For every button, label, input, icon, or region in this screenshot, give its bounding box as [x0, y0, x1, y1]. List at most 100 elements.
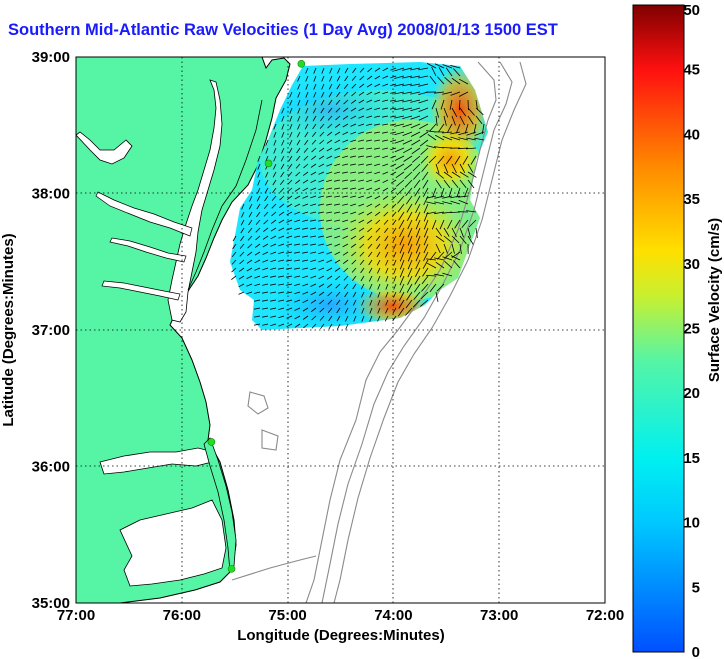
velocity-arrow — [451, 235, 460, 244]
velocity-arrow — [320, 323, 325, 330]
velocity-arrow — [319, 299, 325, 305]
velocity-arrow — [278, 259, 285, 262]
velocity-arrow — [374, 91, 381, 95]
bathymetry-contours — [231, 61, 527, 603]
velocity-arrow — [358, 131, 365, 134]
velocity-arrow — [385, 307, 389, 314]
velocity-arrow — [257, 187, 261, 194]
velocity-arrow — [420, 291, 429, 300]
velocity-arrow — [288, 155, 293, 162]
velocity-arrow — [467, 163, 474, 173]
velocity-arrow — [279, 179, 285, 185]
velocity-arrow — [318, 219, 325, 222]
velocity-arrow — [377, 267, 381, 274]
velocity-arrow — [390, 91, 397, 94]
velocity-arrow — [442, 201, 453, 205]
velocity-arrow — [374, 155, 381, 158]
velocity-arrow — [344, 299, 349, 306]
velocity-arrow — [310, 307, 317, 313]
x-tick-label: 73:00 — [480, 607, 518, 624]
velocity-arrow — [318, 227, 325, 230]
velocity-arrow — [458, 199, 469, 205]
velocity-arrow — [366, 83, 373, 88]
delaware-bay — [76, 131, 133, 165]
velocity-arrow — [302, 291, 309, 295]
y-tick-label: 38:00 — [32, 186, 70, 203]
velocity-arrow — [394, 75, 405, 79]
velocity-arrow — [286, 195, 293, 200]
velocity-arrow — [470, 155, 477, 165]
velocity-arrow — [451, 107, 458, 117]
velocity-arrow — [297, 115, 301, 122]
velocity-arrow — [320, 115, 325, 122]
pamlico-sound — [119, 499, 227, 587]
velocity-arrow — [398, 291, 405, 301]
velocity-arrow — [453, 260, 461, 269]
velocity-arrow — [443, 227, 450, 237]
velocity-arrow — [449, 99, 453, 110]
velocity-arrow — [394, 115, 405, 119]
velocity-arrow — [392, 227, 397, 234]
velocity-arrow — [286, 235, 293, 239]
velocity-arrow — [350, 123, 357, 127]
velocity-arrow — [334, 243, 341, 247]
velocity-arrow — [350, 147, 357, 150]
velocity-arrow — [326, 243, 333, 247]
velocity-arrow — [410, 115, 421, 120]
velocity-arrow — [358, 115, 365, 119]
velocity-arrow — [390, 107, 397, 110]
velocity-arrow — [351, 91, 357, 97]
velocity-arrow — [272, 171, 277, 178]
velocity-arrow — [302, 195, 309, 199]
velocity-arrow — [412, 155, 421, 163]
velocity-arrow — [456, 187, 461, 198]
velocity-arrow — [435, 243, 441, 254]
velocity-arrow — [256, 211, 261, 218]
velocity-arrow — [358, 211, 365, 215]
velocity-arrow — [458, 195, 469, 198]
velocity-arrow — [342, 211, 349, 214]
velocity-arrow — [326, 187, 333, 190]
velocity-arrow — [435, 179, 442, 189]
velocity-arrow — [302, 203, 309, 207]
velocity-arrow — [406, 211, 413, 221]
velocity-arrow — [392, 315, 397, 322]
velocity-arrow — [394, 91, 405, 95]
velocity-arrow — [458, 137, 469, 141]
velocity-arrow — [407, 259, 413, 270]
y-tick-label: 36:00 — [32, 459, 70, 476]
velocity-arrow — [326, 163, 333, 167]
velocity-arrow — [343, 83, 349, 89]
colorbar-tick-label: 0 — [692, 644, 700, 659]
velocity-arrow — [318, 211, 325, 214]
velocity-arrow — [342, 251, 349, 256]
velocity-arrow — [262, 299, 269, 302]
velocity-arrow — [279, 195, 285, 201]
velocity-arrow — [382, 155, 389, 159]
velocity-arrow — [310, 235, 317, 238]
velocity-arrow — [410, 67, 421, 71]
velocity-arrow — [350, 203, 357, 207]
velocity-arrow — [359, 243, 365, 249]
velocity-arrow — [366, 139, 373, 142]
velocity-arrow — [310, 283, 317, 287]
velocity-arrow — [326, 147, 333, 152]
velocity-arrow — [451, 115, 456, 126]
velocity-arrow — [402, 83, 413, 87]
velocity-arrow — [342, 195, 349, 198]
velocity-arrow — [392, 307, 397, 314]
velocity-arrow — [319, 139, 325, 145]
velocity-arrow — [358, 91, 365, 96]
velocity-arrow — [410, 107, 421, 112]
velocity-arrow — [451, 243, 455, 254]
velocity-arrow — [429, 283, 437, 293]
velocity-arrow — [310, 299, 317, 304]
velocity-arrow — [447, 219, 453, 230]
velocity-arrow — [303, 155, 309, 161]
velocity-arrow — [302, 179, 309, 184]
velocity-arrow — [366, 131, 373, 134]
velocity-arrow — [286, 267, 293, 270]
velocity-arrow — [413, 171, 421, 180]
velocity-arrow — [395, 171, 405, 179]
velocity-arrow — [270, 243, 277, 247]
